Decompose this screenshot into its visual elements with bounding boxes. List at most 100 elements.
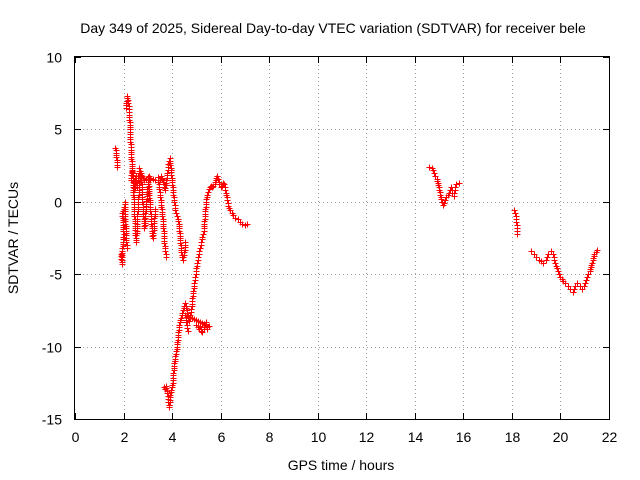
data-point — [173, 210, 180, 217]
data-point — [182, 239, 189, 246]
data-point — [185, 328, 192, 335]
y-tick-label: -15 — [42, 412, 62, 428]
data-point — [171, 199, 178, 206]
data-point — [224, 197, 231, 204]
x-tick-label: 2 — [121, 429, 129, 445]
data-point — [528, 248, 535, 255]
data-point — [167, 162, 174, 169]
data-point — [512, 210, 519, 217]
data-point — [162, 185, 169, 192]
data-point — [215, 176, 222, 183]
data-point — [138, 170, 145, 177]
data-point — [161, 240, 168, 247]
data-point — [204, 192, 211, 199]
x-tick-label: 10 — [311, 429, 327, 445]
data-point — [197, 245, 204, 252]
data-point — [194, 260, 201, 267]
data-point — [514, 231, 521, 238]
data-point — [188, 306, 195, 313]
data-point — [555, 268, 562, 275]
x-tick-label: 6 — [218, 429, 226, 445]
data-point — [430, 167, 437, 174]
data-point — [160, 225, 167, 232]
data-point — [141, 225, 148, 232]
data-point — [543, 257, 550, 264]
data-point — [113, 154, 120, 161]
data-point — [134, 180, 141, 187]
x-axis: 0 2 4 6 8 10 12 14 16 18 20 22 — [72, 57, 617, 445]
data-point — [244, 221, 251, 228]
y-axis-label: SDTVAR / TECUs — [5, 182, 21, 294]
x-tick-label: 16 — [456, 429, 472, 445]
data-point — [540, 260, 547, 267]
x-tick-label: 14 — [408, 429, 424, 445]
data-point — [198, 239, 205, 246]
data-point — [583, 277, 590, 284]
data-point — [170, 370, 177, 377]
data-point — [164, 170, 171, 177]
data-point — [582, 280, 589, 287]
data-point — [209, 184, 216, 191]
data-point — [513, 219, 520, 226]
y-tick-label: 10 — [46, 50, 62, 66]
data-point — [426, 164, 433, 171]
data-point — [192, 274, 199, 281]
data-point — [574, 280, 581, 287]
data-point — [533, 254, 540, 261]
data-point — [222, 187, 229, 194]
data-point — [166, 402, 173, 409]
data-point — [456, 180, 463, 187]
data-point — [584, 274, 591, 281]
data-point — [556, 271, 563, 278]
data-point — [186, 318, 193, 325]
x-tick-label: 4 — [169, 429, 177, 445]
data-points — [112, 93, 601, 411]
data-point — [129, 167, 136, 174]
data-point — [232, 215, 239, 222]
data-point — [163, 254, 170, 261]
data-point — [451, 190, 458, 197]
x-tick-label: 8 — [266, 429, 274, 445]
data-point — [191, 280, 198, 287]
data-point — [159, 176, 166, 183]
y-tick-label: -10 — [42, 340, 62, 356]
data-point — [581, 283, 588, 290]
data-point — [511, 207, 518, 214]
data-point — [199, 234, 206, 241]
data-point — [159, 213, 166, 220]
data-point — [554, 265, 561, 272]
data-point — [544, 254, 551, 261]
data-point — [200, 231, 207, 238]
x-tick-label: 20 — [553, 429, 569, 445]
data-point — [453, 181, 460, 188]
data-point — [589, 260, 596, 267]
plot-frame — [74, 56, 610, 420]
data-point — [114, 164, 121, 171]
data-point — [552, 260, 559, 267]
data-point — [134, 211, 141, 218]
data-point — [594, 247, 601, 254]
data-point — [150, 230, 157, 237]
data-point — [168, 387, 175, 394]
data-point — [158, 173, 165, 180]
data-point — [206, 323, 213, 330]
data-point — [184, 325, 191, 332]
data-point — [125, 100, 132, 107]
data-point — [174, 213, 181, 220]
x-tick-label: 18 — [505, 429, 521, 445]
data-point — [195, 254, 202, 261]
data-point — [157, 194, 164, 201]
data-point — [205, 189, 212, 196]
data-point — [163, 385, 170, 392]
data-point — [183, 319, 190, 326]
data-point — [182, 300, 189, 307]
y-tick-label: 5 — [54, 122, 62, 138]
data-point — [438, 196, 445, 203]
data-point — [168, 172, 175, 179]
data-point — [452, 184, 459, 191]
data-point — [431, 170, 438, 177]
data-point — [550, 251, 557, 258]
data-point — [124, 245, 131, 252]
x-tick-label: 12 — [359, 429, 375, 445]
